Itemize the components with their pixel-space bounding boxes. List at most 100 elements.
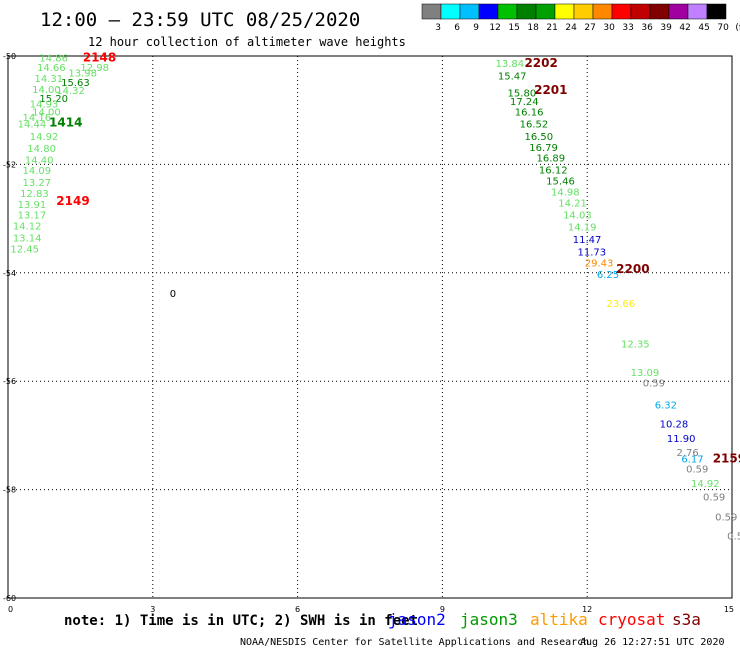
y-tick-label: -58: [3, 486, 16, 495]
swh-value-label: 16.89: [537, 154, 566, 165]
swh-value-label: 11.47: [573, 235, 602, 246]
swh-value-label: 2.76: [676, 448, 698, 459]
swh-value-label: 14.21: [558, 199, 587, 210]
x-tick-label: 12: [582, 605, 592, 614]
legend-item-s3a: s3a: [672, 610, 701, 629]
swh-value-label: 14.32: [56, 86, 85, 97]
swh-value-label: 15.20: [39, 94, 68, 105]
chart-title: 12:00 – 23:59 UTC 08/25/2020: [40, 9, 360, 31]
colorbar-swatch: [687, 3, 708, 20]
colorbar-swatch: [573, 3, 594, 20]
grid-lines: [8, 56, 732, 598]
colorbar-swatch: [554, 3, 575, 20]
legend-item-jason2: jason2: [388, 610, 446, 629]
colorbar-label: 45: [698, 23, 709, 33]
plot-border: [7, 55, 733, 599]
swh-value-label: 0.59: [686, 464, 708, 475]
swh-value-label: 14.44: [18, 120, 47, 131]
satellite-legend: jason2 jason3 altika cryosat s3a: [388, 610, 701, 629]
pass-time-label: 2200: [616, 262, 649, 276]
colorbar-swatch: [649, 3, 670, 20]
chart-subtitle: 12 hour collection of altimeter wave hei…: [88, 35, 406, 49]
swh-value-label: 14.40: [25, 155, 54, 166]
swh-value-label: 17.24: [510, 97, 539, 108]
swh-value-label: 14.86: [39, 53, 68, 64]
colorbar-label: 6: [454, 23, 460, 33]
colorbar-swatch: [630, 3, 651, 20]
colorbar-swatch: [478, 3, 499, 20]
x-tick-label: 3: [150, 605, 155, 614]
legend-item-altika: altika: [530, 610, 588, 629]
swh-value-label: 0.59: [715, 512, 737, 523]
pass-time-label: 2201: [534, 83, 567, 97]
swh-value-label: 16.79: [529, 143, 558, 154]
colorbar-label: 27: [584, 23, 595, 33]
pass-time-label: 1414: [49, 115, 82, 129]
swh-value-label: 14.92: [691, 479, 720, 490]
pass-time-label: 2148: [83, 50, 116, 64]
swh-value-label: 16.52: [520, 120, 549, 131]
swh-value-label: 14.12: [13, 221, 42, 232]
swh-value-label: 14.16: [22, 113, 51, 124]
swh-value-label: 14.09: [22, 166, 51, 177]
swh-value-label: 10.28: [660, 419, 689, 430]
swh-value-label: 12.45: [10, 245, 39, 256]
swh-value-label: 23.66: [607, 299, 636, 310]
colorbar-swatch: [440, 3, 461, 20]
y-tick-label: -60: [3, 594, 16, 603]
colorbar-swatch: [668, 3, 689, 20]
legend-item-jason3: jason3: [460, 610, 518, 629]
footer-note: note: 1) Time is in UTC; 2) SWH is in fe…: [64, 613, 418, 629]
swh-value-label: 0.59: [643, 379, 665, 390]
swh-value-label: 13.91: [18, 200, 47, 211]
colorbar-label: 39: [660, 23, 672, 33]
colorbar-label: 36: [641, 23, 653, 33]
swh-value-label: 0.5: [727, 531, 740, 542]
colorbar-swatch: [459, 3, 480, 20]
swh-value-label: 14.00: [32, 108, 61, 119]
colorbar-label: 3: [435, 23, 441, 33]
swh-value-label: 16.12: [539, 166, 568, 177]
swh-value-label: 13.14: [13, 233, 42, 244]
swh-value-label: 6.17: [681, 455, 703, 466]
swh-value-label: 14.92: [30, 132, 59, 143]
colorbar-swatch: [516, 3, 537, 20]
y-tick-label: -50: [3, 52, 16, 61]
swh-value-label: 14.19: [568, 223, 597, 234]
zero-marker: 0: [170, 289, 176, 300]
colorbar-label: 21: [546, 23, 557, 33]
colorbar-label: 30: [603, 23, 615, 33]
swh-value-label: 14.03: [563, 211, 592, 222]
colorbar-swatch: [611, 3, 632, 20]
swh-value-label: 6.25: [597, 270, 619, 281]
colorbar-swatch: [706, 3, 727, 20]
swh-value-label: 13.09: [631, 368, 660, 379]
colorbar-label: 15: [508, 23, 519, 33]
swh-value-label: 16.50: [524, 132, 553, 143]
colorbar-label: 12: [489, 23, 500, 33]
x-tick-label: 15: [724, 605, 734, 614]
legend-item-cryosat: cryosat: [598, 610, 665, 629]
swh-value-label: 15.47: [498, 71, 527, 82]
y-tick-label: -52: [3, 160, 16, 169]
pass-time-label: 2202: [524, 56, 557, 70]
swh-value-label: 12.98: [80, 63, 109, 74]
swh-value-label: 6.32: [655, 400, 677, 411]
swh-value-label: 14.00: [32, 85, 61, 96]
swh-value-label: 14.80: [27, 144, 56, 155]
swh-value-label: 15.46: [546, 176, 575, 187]
colorbar-label: (ft): [735, 23, 740, 33]
x-tick-label: 6: [295, 605, 300, 614]
colorbar-swatch: [592, 3, 613, 20]
swh-value-label: 29.43: [585, 258, 614, 269]
swh-value-label: 13.17: [18, 211, 47, 222]
swh-value-label: 16.16: [515, 108, 544, 119]
plot-area: [7, 55, 733, 599]
y-tick-label: -56: [3, 377, 16, 386]
pass-time-label: 2159: [713, 452, 740, 466]
x-tick-label: 9: [440, 605, 445, 614]
colorbar-label: 18: [527, 23, 539, 33]
colorbar-swatch: [497, 3, 518, 20]
